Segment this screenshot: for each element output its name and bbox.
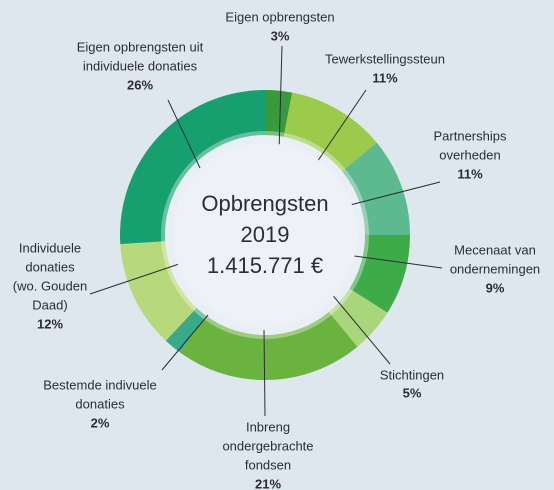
leader-line [161,314,209,371]
value-label: 2% [91,415,110,430]
leader-line [278,45,283,153]
slice [328,288,388,347]
slice [265,90,293,137]
slice-label: ondergebrachte [222,438,313,453]
slice-label: Eigen opbrengsten uit [77,39,204,54]
leader-line [314,89,367,166]
leader-line [263,329,266,417]
value-label: 11% [457,166,483,181]
value-label: 5% [403,385,422,400]
slice-label: Tewerkstellingssteun [325,51,445,66]
slice-label: Eigen opbrengsten [225,9,334,24]
center-title: Opbrengsten [201,191,328,216]
value-label: 21% [255,476,281,490]
slice-label: fondsen [245,457,291,472]
center-total: 1.415.771 € [207,253,323,278]
slice [349,235,410,313]
center-year: 2019 [241,222,290,247]
slice-label: ondernemingen [450,261,540,276]
leader-line [329,291,391,365]
slice-label: Mecenaat van [454,242,536,257]
slice-label: Individuele [19,240,81,255]
slice-label: Partnerships [434,128,507,143]
slice [165,307,207,353]
slice-label: Inbreng [246,419,290,434]
center-circle [173,143,357,327]
slice-label: donaties [75,396,125,411]
leader-line [349,181,441,206]
slice-label: Daad) [32,297,67,312]
slice [179,312,358,380]
slice-label: individuele donaties [83,58,198,73]
slice [119,90,265,245]
slice [283,92,377,172]
slice-label: donaties [25,259,75,274]
leader-line [89,261,186,295]
slice [120,241,197,341]
slice-label: Stichtingen [380,367,444,382]
value-label: 3% [271,28,290,43]
leader-line [346,254,443,269]
value-label: 12% [37,316,63,331]
slice-label: overheden [439,147,500,162]
value-label: 11% [372,70,398,85]
slice-label: Bestemde indivuele [43,377,156,392]
slice [342,142,410,235]
value-label: 9% [486,280,505,295]
slice-label: (wo. Gouden [13,278,87,293]
leader-line [167,99,201,169]
value-label: 26% [127,77,153,92]
